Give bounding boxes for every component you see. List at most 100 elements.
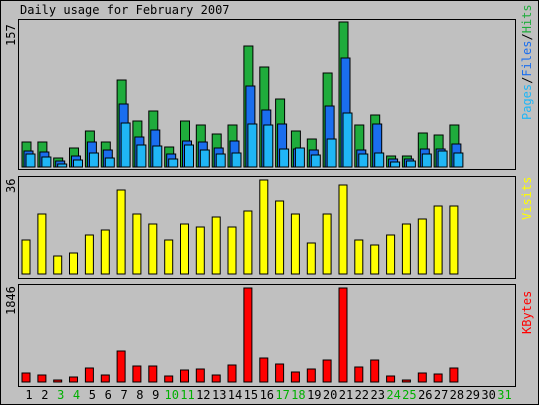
day-label-4: 4 — [73, 388, 80, 402]
day-label-26: 26 — [418, 388, 432, 402]
kbytes-bars — [21, 287, 459, 383]
kbytes-bar-day-17 — [275, 363, 285, 383]
kbytes-bar-day-13 — [211, 374, 221, 383]
pages-bar-day-26 — [421, 153, 432, 168]
pages-bar-day-1 — [25, 153, 36, 168]
visits-bar-day-5 — [84, 234, 94, 275]
visits-bar-day-4 — [69, 252, 78, 275]
pages-bar-day-4 — [73, 159, 83, 168]
visits-bar-day-27 — [433, 205, 443, 275]
day-label-18: 18 — [291, 388, 305, 402]
visits-bar-day-15 — [243, 210, 253, 275]
pages-bar-day-15 — [247, 123, 258, 168]
day-label-7: 7 — [120, 388, 127, 402]
day-labels: 1 2 3 4 5 6 7 8 9 10 11 12 13 14 15 16 17 18 19 20 21 22 23 24 2… — [25, 388, 511, 402]
visits-bar-day-2 — [37, 213, 47, 275]
day-label-30: 30 — [481, 388, 495, 402]
kbytes-bar-day-16 — [259, 357, 269, 383]
kbytes-bar-day-26 — [417, 372, 427, 383]
day-label-28: 28 — [450, 388, 464, 402]
pages-bar-day-20 — [326, 138, 337, 168]
pages-bar-day-21 — [342, 112, 353, 168]
day-label-1: 1 — [25, 388, 32, 402]
day-label-24: 24 — [386, 388, 400, 402]
kbytes-bar-day-2 — [37, 374, 47, 383]
visits-bar-day-28 — [449, 205, 459, 275]
day-label-27: 27 — [434, 388, 448, 402]
visits-bar-day-25 — [401, 223, 411, 275]
visits-bar-day-20 — [322, 213, 332, 275]
day-label-19: 19 — [307, 388, 321, 402]
visits-bar-day-23 — [370, 244, 380, 275]
visits-bar-day-9 — [148, 223, 158, 275]
day-label-21: 21 — [339, 388, 353, 402]
pages-bar-day-5 — [88, 152, 99, 168]
day-label-31: 31 — [497, 388, 511, 402]
chart-title: Daily usage for February 2007 — [20, 3, 230, 17]
visits-bar-day-24 — [386, 234, 396, 275]
hits-files-pages-bars — [21, 21, 464, 168]
kbytes-bar-day-28 — [449, 367, 459, 383]
visits-bar-day-12 — [195, 226, 205, 275]
pages-bar-day-3 — [57, 163, 68, 168]
kbytes-bar-day-1 — [21, 372, 31, 383]
visits-bar-day-19 — [306, 242, 316, 275]
kbytes-bar-day-6 — [100, 374, 110, 383]
kbytes-bar-day-3 — [53, 379, 63, 383]
day-label-10: 10 — [164, 388, 178, 402]
pages-bar-day-7 — [120, 122, 131, 168]
legend-kbytes: KBytes — [520, 291, 534, 334]
kbytes-bar-day-24 — [386, 375, 396, 383]
day-label-11: 11 — [180, 388, 194, 402]
pages-bar-day-11 — [184, 144, 194, 168]
visits-bar-day-7 — [116, 189, 126, 275]
pages-bar-day-17 — [279, 148, 290, 168]
kbytes-bar-day-21 — [338, 287, 348, 383]
pages-bar-day-16 — [263, 124, 274, 168]
visits-bar-day-21 — [338, 184, 348, 275]
day-label-15: 15 — [244, 388, 258, 402]
legend-pages: Pages — [520, 84, 534, 120]
pages-bar-day-8 — [136, 144, 147, 168]
day-label-2: 2 — [41, 388, 48, 402]
pages-bar-day-27 — [437, 150, 448, 168]
day-label-20: 20 — [323, 388, 337, 402]
pages-bar-day-24 — [390, 161, 401, 168]
kbytes-bar-day-11 — [180, 369, 189, 383]
kbytes-bar-day-19 — [306, 368, 316, 383]
day-label-22: 22 — [355, 388, 369, 402]
pages-bar-day-2 — [41, 156, 52, 168]
day-label-23: 23 — [370, 388, 384, 402]
pages-bar-day-10 — [168, 158, 179, 168]
visits-bar-day-18 — [290, 213, 300, 275]
kbytes-bar-day-4 — [69, 376, 78, 383]
pages-bar-day-18 — [294, 147, 305, 168]
pages-bar-day-23 — [374, 152, 385, 168]
day-label-6: 6 — [105, 388, 112, 402]
kbytes-axis-max-label: 1846 — [4, 286, 18, 315]
legend-separator: / — [520, 77, 534, 84]
pages-bar-day-14 — [231, 152, 242, 168]
kbytes-bar-day-10 — [164, 375, 174, 383]
pages-bar-day-22 — [358, 153, 369, 168]
visits-bar-day-22 — [354, 239, 364, 275]
legend-hits: Hits — [520, 4, 534, 33]
kbytes-bar-day-27 — [433, 373, 443, 383]
day-label-16: 16 — [260, 388, 274, 402]
visits-bar-day-14 — [227, 226, 237, 275]
pages-bar-day-25 — [405, 160, 416, 168]
pages-bar-day-9 — [152, 145, 163, 168]
day-label-25: 25 — [402, 388, 416, 402]
legend-separator: / — [520, 33, 534, 40]
visits-bar-day-8 — [132, 213, 142, 275]
day-label-5: 5 — [89, 388, 96, 402]
day-label-3: 3 — [57, 388, 64, 402]
kbytes-bar-day-5 — [84, 367, 94, 383]
pages-bar-day-19 — [310, 154, 321, 168]
legend-visits: Visits — [520, 177, 534, 220]
pages-bar-day-6 — [104, 157, 115, 168]
kbytes-bar-day-25 — [401, 379, 411, 383]
kbytes-bar-day-12 — [195, 368, 205, 383]
kbytes-bar-day-7 — [116, 350, 126, 383]
